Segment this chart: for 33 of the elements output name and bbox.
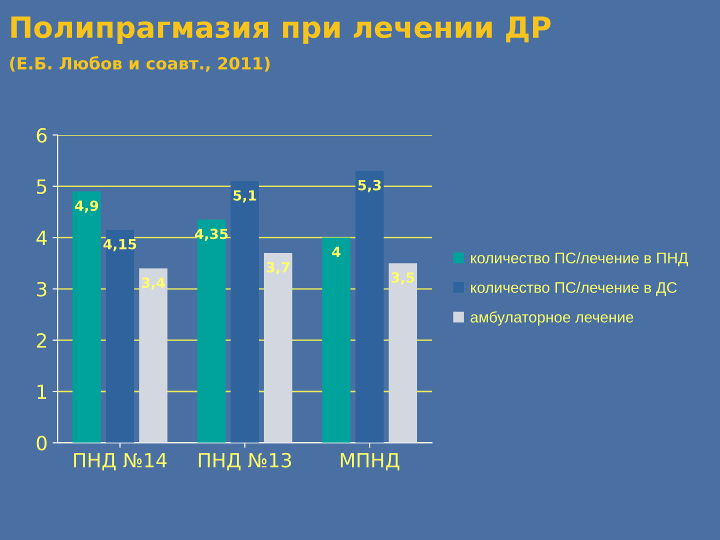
data-label: 4 [332, 246, 341, 257]
data-label: 5,1 [234, 190, 256, 202]
x-tick-label: ПНД №13 [198, 452, 292, 470]
legend-label: количество ПС/лечение в ПНД [471, 252, 688, 266]
bar [355, 170, 384, 443]
data-label: 3,7 [266, 262, 290, 274]
bar [264, 252, 292, 443]
bar [197, 220, 226, 443]
bar [388, 263, 418, 443]
data-label: 4,9 [75, 200, 98, 213]
y-tick-label: 3 [36, 282, 46, 297]
y-tick-label: 1 [38, 384, 46, 399]
y-tick-label: 6 [36, 128, 47, 143]
bar [230, 181, 259, 443]
x-tick-label: ПНД №14 [74, 453, 167, 470]
x-tick-label: МПНД [340, 453, 400, 470]
data-label: 3,5 [392, 272, 414, 285]
y-tick-label: 4 [36, 230, 47, 245]
y-tick-label: 2 [36, 333, 46, 348]
bar [139, 268, 168, 443]
bar [322, 238, 350, 443]
chart-subtitle: (Е.Б. Любов и соавт., 2011) [10, 56, 270, 72]
y-tick-label: 0 [36, 436, 47, 450]
bar [72, 191, 101, 443]
legend-label: количество ПС/лечение в ДС [471, 282, 677, 296]
chart-title: Полипрагмазия при лечении ДР [11, 16, 551, 44]
data-label: 4,15 [103, 239, 136, 252]
data-label: 5,3 [358, 180, 381, 192]
bar [106, 230, 134, 443]
y-tick-label: 5 [37, 180, 46, 194]
data-label: 4,35 [195, 228, 228, 241]
legend-label: амбулаторное лечение [470, 311, 634, 326]
data-label: 3,4 [142, 277, 165, 290]
